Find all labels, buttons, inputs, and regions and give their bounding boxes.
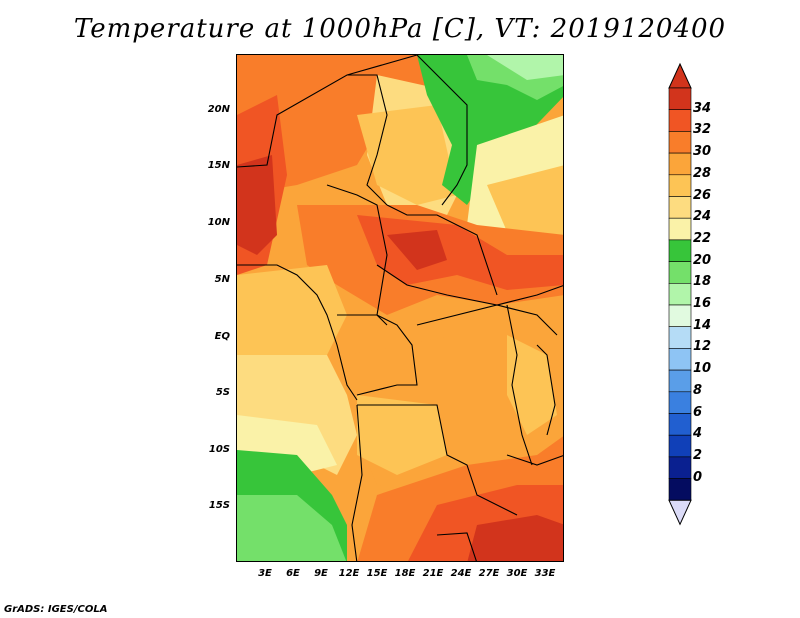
colorbar-bottom-arrow <box>668 499 692 526</box>
credit-text: GrADS: IGES/COLA <box>4 604 108 615</box>
colorbar-label: 18 <box>693 274 712 290</box>
southwest-light-green <box>237 495 347 561</box>
lon-label: 24E <box>450 568 472 579</box>
map-title: Temperature at 1000hPa [C], VT: 20191204… <box>73 14 727 44</box>
south-central-pale <box>357 395 447 475</box>
lon-label: 21E <box>422 568 444 579</box>
colorbar-label: 20 <box>693 252 712 268</box>
colorbar-label: 8 <box>693 382 703 398</box>
lat-label: 15N <box>207 160 230 171</box>
colorbar-segment <box>668 174 692 197</box>
lon-label: 12E <box>338 568 360 579</box>
colorbar-label: 2 <box>693 447 703 463</box>
colorbar-top-arrow <box>668 62 692 89</box>
colorbar-segment <box>668 348 692 371</box>
colorbar-label: 24 <box>693 209 712 225</box>
central-red-core <box>387 230 447 270</box>
lat-label: 10N <box>207 217 230 228</box>
colorbar-label: 30 <box>693 144 712 160</box>
colorbar-segment <box>668 217 692 241</box>
lat-label: 15S <box>208 500 230 511</box>
colorbar-segment <box>668 326 692 349</box>
lat-label: 5N <box>214 274 230 285</box>
west-red-core <box>237 155 277 255</box>
northeast-pale-green <box>487 55 563 80</box>
lat-label: EQ <box>214 331 230 342</box>
colorbar-label: 12 <box>693 339 712 355</box>
sahel-band <box>357 105 457 205</box>
colorbar-segment <box>668 131 692 154</box>
colorbar-segment <box>668 478 692 501</box>
colorbar-segment <box>668 196 692 219</box>
colorbar-label: 28 <box>693 165 712 181</box>
colorbar-label: 32 <box>693 122 712 138</box>
colorbar-segment <box>668 109 692 132</box>
colorbar-label: 34 <box>693 100 712 116</box>
colorbar-segment <box>668 369 692 393</box>
temperature-map <box>236 54 564 562</box>
colorbar <box>668 62 692 526</box>
colorbar-segment <box>668 413 692 436</box>
colorbar-segment <box>668 434 692 458</box>
colorbar-segment <box>668 304 692 328</box>
lat-label: 5S <box>215 387 230 398</box>
colorbar-label: 6 <box>693 404 703 420</box>
colorbar-label: 14 <box>693 317 712 333</box>
lon-label: 33E <box>534 568 556 579</box>
lon-label: 9E <box>314 568 328 579</box>
colorbar-segment <box>668 283 692 306</box>
colorbar-segment <box>668 239 692 262</box>
lon-label: 18E <box>394 568 416 579</box>
east-pale-strip <box>507 335 557 435</box>
lon-label: 3E <box>258 568 272 579</box>
colorbar-segment <box>668 261 692 284</box>
lon-label: 6E <box>286 568 300 579</box>
colorbar-label: 22 <box>693 230 712 246</box>
southeast-red-core <box>467 515 563 561</box>
colorbar-segment <box>668 456 692 479</box>
colorbar-label: 26 <box>693 187 712 203</box>
colorbar-label: 16 <box>693 296 712 311</box>
colorbar-segment <box>668 152 692 176</box>
colorbar-segment <box>668 87 692 111</box>
country-borders <box>237 55 563 561</box>
colorbar-segment <box>668 391 692 414</box>
lon-label: 15E <box>366 568 388 579</box>
lat-label: 10S <box>208 444 230 455</box>
lat-label: 20N <box>207 104 230 115</box>
lon-label: 27E <box>478 568 500 579</box>
colorbar-label: 4 <box>693 426 703 442</box>
colorbar-label: 0 <box>693 469 703 485</box>
colorbar-label: 10 <box>693 361 712 377</box>
lon-label: 30E <box>506 568 528 579</box>
equatorial-zone <box>237 265 347 365</box>
